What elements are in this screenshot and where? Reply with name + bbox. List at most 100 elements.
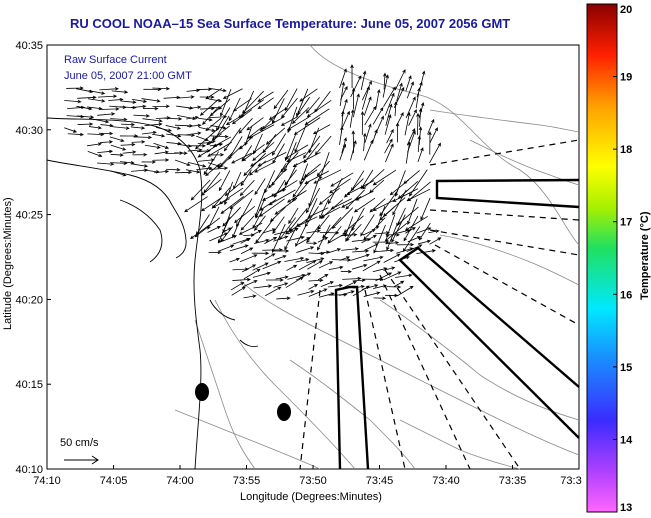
current-vector bbox=[272, 216, 285, 235]
current-vector bbox=[259, 116, 285, 131]
current-vector bbox=[184, 196, 208, 213]
current-vector bbox=[304, 108, 330, 126]
current-vector bbox=[144, 122, 163, 127]
current-vector bbox=[386, 128, 394, 144]
current-vector bbox=[274, 249, 290, 253]
colorbar-label: Temperature (°C) bbox=[639, 211, 651, 300]
current-vector bbox=[232, 277, 251, 282]
current-vector bbox=[205, 87, 223, 100]
current-vector bbox=[239, 179, 255, 197]
colorbar-tick-label: 20 bbox=[620, 4, 632, 16]
current-vector bbox=[402, 226, 421, 253]
x-tick-label: 73:45 bbox=[366, 475, 394, 487]
current-vector bbox=[240, 237, 251, 244]
current-vector bbox=[308, 284, 319, 290]
current-vector bbox=[265, 286, 282, 297]
current-vector bbox=[208, 87, 227, 93]
station-marker-2 bbox=[277, 403, 291, 421]
current-vector bbox=[243, 294, 257, 299]
current-vector bbox=[372, 199, 396, 211]
current-vector bbox=[152, 86, 171, 91]
current-vector bbox=[132, 152, 148, 157]
current-vector bbox=[98, 131, 114, 136]
current-vector bbox=[257, 97, 274, 110]
current-vector bbox=[305, 187, 321, 214]
current-vector bbox=[418, 222, 431, 241]
current-vector bbox=[345, 223, 362, 242]
current-vector bbox=[187, 123, 202, 128]
current-vector bbox=[255, 217, 275, 244]
current-vector bbox=[375, 248, 395, 253]
current-vector bbox=[308, 288, 328, 297]
current-vector bbox=[152, 104, 170, 108]
current-vector bbox=[429, 142, 441, 164]
current-vector bbox=[210, 153, 225, 157]
current-vector bbox=[246, 117, 264, 131]
current-vector bbox=[328, 248, 342, 254]
current-vector bbox=[186, 88, 201, 93]
current-vector bbox=[222, 207, 241, 227]
colorbar bbox=[586, 3, 618, 513]
current-vector bbox=[316, 160, 330, 177]
current-vector bbox=[350, 140, 357, 161]
current-vector bbox=[286, 152, 307, 163]
current-vector bbox=[339, 68, 347, 89]
current-vector bbox=[232, 98, 252, 112]
current-vector bbox=[418, 107, 423, 127]
current-vector bbox=[284, 169, 297, 186]
current-vector bbox=[313, 169, 342, 184]
current-vector bbox=[67, 132, 85, 137]
current-vector bbox=[215, 107, 231, 132]
current-vector bbox=[271, 98, 285, 124]
current-vector bbox=[405, 75, 412, 92]
current-vector bbox=[327, 178, 343, 205]
current-vector bbox=[396, 82, 403, 102]
current-vector bbox=[200, 197, 222, 212]
current-vector bbox=[307, 207, 329, 218]
current-vector bbox=[97, 149, 114, 154]
current-vector bbox=[395, 273, 413, 278]
current-vector bbox=[212, 136, 232, 147]
current-vector bbox=[384, 92, 395, 116]
current-vector bbox=[133, 135, 153, 140]
current-vector bbox=[394, 170, 406, 197]
current-vector bbox=[98, 94, 118, 99]
current-vector bbox=[236, 198, 253, 228]
current-vector bbox=[427, 118, 435, 135]
current-vector bbox=[299, 163, 309, 185]
current-vector bbox=[176, 95, 195, 99]
current-vector bbox=[284, 88, 298, 112]
current-vector bbox=[76, 115, 95, 119]
current-vector bbox=[273, 282, 289, 288]
current-vector bbox=[254, 178, 266, 196]
x-tick-label: 74:05 bbox=[100, 475, 128, 487]
current-vector bbox=[131, 140, 146, 144]
current-vector bbox=[242, 280, 258, 287]
current-vector bbox=[364, 123, 372, 143]
current-vector bbox=[66, 86, 84, 90]
current-vector bbox=[265, 127, 286, 145]
bathymetry-contours bbox=[174, 44, 580, 470]
current-vector bbox=[386, 226, 397, 251]
current-vector bbox=[197, 143, 221, 158]
current-vector bbox=[394, 69, 406, 91]
current-vector bbox=[327, 226, 342, 244]
current-vector bbox=[383, 86, 396, 107]
current-vector bbox=[111, 126, 130, 130]
scale-label: 50 cm/s bbox=[60, 437, 99, 449]
annotation-line-2: June 05, 2007 21:00 GMT bbox=[64, 70, 192, 82]
current-vector bbox=[371, 129, 378, 144]
current-vector bbox=[295, 272, 312, 281]
current-vector bbox=[349, 109, 355, 128]
current-vector bbox=[428, 131, 432, 155]
current-vector bbox=[174, 151, 188, 155]
current-vector bbox=[153, 142, 170, 149]
current-vector bbox=[329, 232, 347, 243]
current-vector bbox=[155, 116, 171, 120]
current-vector bbox=[254, 161, 276, 173]
current-vector bbox=[363, 217, 386, 241]
current-vector bbox=[392, 188, 419, 202]
current-vector bbox=[205, 117, 222, 132]
current-vector bbox=[144, 144, 161, 149]
